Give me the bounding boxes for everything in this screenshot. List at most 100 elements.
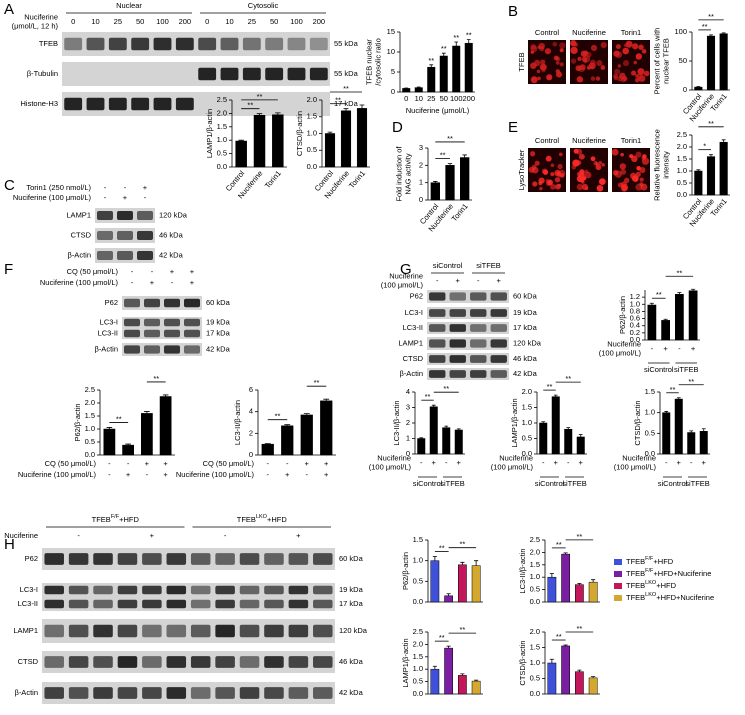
y-tick-label: 1.5	[530, 642, 540, 651]
row-name: LC3-II	[98, 328, 118, 337]
header-mark: -	[436, 276, 439, 285]
blot-band	[190, 624, 211, 638]
blot-band	[166, 624, 187, 638]
y-tick-label: 0.5	[645, 428, 655, 437]
header-mark: -	[104, 193, 107, 202]
group-label-sup: LKO	[256, 514, 268, 520]
row-name: β-Actin	[68, 250, 92, 259]
kda-label: 55 kDa	[334, 69, 359, 78]
cell	[619, 163, 627, 170]
cell	[541, 65, 546, 70]
panel-letter: D	[392, 119, 403, 136]
cell	[637, 68, 645, 76]
blot-band	[429, 309, 446, 317]
blot-strip	[427, 307, 509, 319]
row-label: Nuciferine (100 μmol/L)	[18, 470, 97, 479]
group-label-rest: +HFD	[119, 515, 139, 524]
y-axis-label: TFEB nuclear	[364, 39, 373, 85]
cell	[550, 163, 555, 168]
blot-band	[198, 37, 217, 51]
bar	[281, 425, 294, 456]
row-mark: -	[108, 470, 111, 479]
blot-band	[142, 553, 162, 565]
cell	[570, 58, 577, 64]
blot-strip	[62, 62, 330, 86]
bar	[103, 428, 116, 456]
bar	[454, 429, 463, 455]
bar	[458, 675, 467, 695]
cell	[555, 69, 561, 74]
blot-band	[190, 687, 211, 699]
blot-band	[288, 624, 309, 638]
y-tick-label: 15	[387, 27, 395, 36]
x-tick-label: 10	[415, 94, 423, 103]
legend-label-base: TFEB	[626, 557, 645, 566]
y-tick-label: 2.0	[85, 398, 95, 407]
y-axis-label: Fold induction of	[394, 146, 403, 202]
x-tick-label: Torin1	[347, 169, 367, 190]
row-mark: -	[678, 344, 681, 353]
significance: **	[453, 33, 459, 42]
cell	[557, 173, 562, 178]
cell	[531, 164, 537, 170]
bar	[706, 35, 716, 91]
bar	[719, 33, 728, 91]
kda-label: 46 kDa	[339, 657, 364, 666]
blot-band	[449, 370, 466, 378]
y-tick-label: 0.2	[630, 328, 640, 337]
y-tick-label: 100	[674, 27, 687, 36]
row-mark: +	[677, 458, 682, 467]
y-tick-label: 0.5	[413, 677, 423, 686]
x-tick-label: 100	[450, 94, 463, 103]
y-axis-label: nuclear TFEB	[661, 38, 670, 84]
bar	[414, 87, 423, 93]
cell	[621, 185, 628, 192]
cell	[550, 183, 556, 190]
header-label: Nuciferine (100 μmol/L)	[13, 193, 92, 202]
cell	[581, 183, 589, 191]
cell	[542, 169, 549, 175]
error-bar	[446, 593, 451, 596]
bar	[429, 406, 438, 455]
error-bar	[433, 181, 438, 183]
cell	[581, 180, 585, 184]
blot-band	[44, 656, 64, 668]
header-label: (μmol/L, 12 h)	[12, 21, 59, 30]
cell	[545, 155, 552, 162]
blot-band	[242, 67, 261, 81]
significance: **	[247, 101, 253, 110]
y-tick-label: 2.0	[413, 639, 423, 648]
image-title: Control	[535, 28, 560, 37]
blot-band	[184, 329, 200, 338]
cell	[615, 44, 621, 50]
blot-band	[239, 599, 260, 609]
error-bar	[549, 573, 554, 578]
y-tick-label: 1.5	[522, 402, 532, 411]
cell	[623, 43, 627, 47]
error-bar	[323, 398, 330, 401]
row-mark: -	[267, 459, 270, 468]
error-bar	[549, 658, 554, 663]
kda-label: 46 kDa	[513, 354, 538, 363]
header-mark: -	[151, 267, 154, 276]
cell	[554, 177, 561, 183]
header-mark: +	[123, 193, 128, 202]
row-label: Nuciferine	[622, 453, 656, 462]
group-label: siControl	[658, 479, 688, 488]
blot-band	[449, 339, 466, 348]
legend-swatch	[614, 595, 622, 601]
y-axis-label: LAMP1/β-actin	[401, 638, 410, 687]
y-tick-label: 3	[419, 143, 423, 152]
blot-band	[490, 370, 507, 378]
row-name: CTSD	[18, 657, 39, 666]
y-tick-label: 1.2	[630, 292, 640, 301]
header-mark: +	[190, 278, 195, 287]
header-mark: 100	[290, 17, 303, 26]
significance: *	[703, 142, 706, 151]
blot-band	[287, 67, 306, 81]
blot-band	[142, 624, 162, 638]
header-label: (100 μmol/L)	[381, 280, 424, 289]
header-mark: 0	[205, 17, 209, 26]
cell	[559, 48, 564, 53]
cell	[559, 42, 566, 49]
